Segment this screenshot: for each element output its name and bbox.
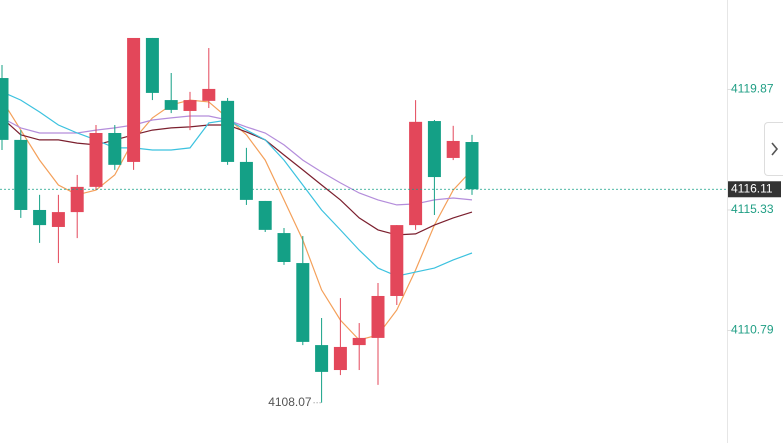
candle-body	[427, 121, 441, 178]
candle-body	[371, 295, 385, 338]
candle-body	[183, 100, 197, 111]
candle-body	[202, 88, 216, 101]
ma-line	[1, 99, 473, 341]
candle-body	[70, 186, 84, 213]
candle-body	[0, 78, 9, 140]
last-price-label: 4116.11	[731, 181, 773, 195]
candle-body	[145, 37, 159, 93]
candle-body	[277, 233, 291, 262]
candle-body	[352, 337, 366, 346]
candle-body	[258, 200, 272, 230]
candle-body	[465, 142, 479, 190]
low-label: 4108.07	[268, 395, 312, 409]
candle-body	[409, 121, 423, 226]
candle-body	[221, 100, 235, 162]
y-tick-label: 4110.79	[731, 323, 774, 337]
candle-body	[89, 132, 103, 187]
candle-body	[51, 212, 65, 227]
y-tick-label: 4119.87	[731, 82, 774, 96]
candle-body	[33, 209, 47, 226]
candle-body	[108, 132, 122, 165]
ma-line	[1, 115, 473, 206]
candle-body	[14, 139, 28, 210]
chevron-icon	[771, 142, 779, 156]
candle-body	[446, 140, 460, 158]
candle-body	[333, 346, 347, 371]
ma-line	[1, 117, 473, 236]
candle-body	[164, 100, 178, 110]
y-tick-label: 4115.33	[731, 202, 774, 216]
expand-button[interactable]	[764, 122, 783, 176]
candle-body	[315, 345, 329, 372]
candle-body	[127, 37, 141, 162]
candle-body	[239, 161, 253, 200]
candle-body	[390, 225, 404, 296]
last-price-tag	[728, 181, 781, 198]
candle-body	[296, 263, 310, 342]
